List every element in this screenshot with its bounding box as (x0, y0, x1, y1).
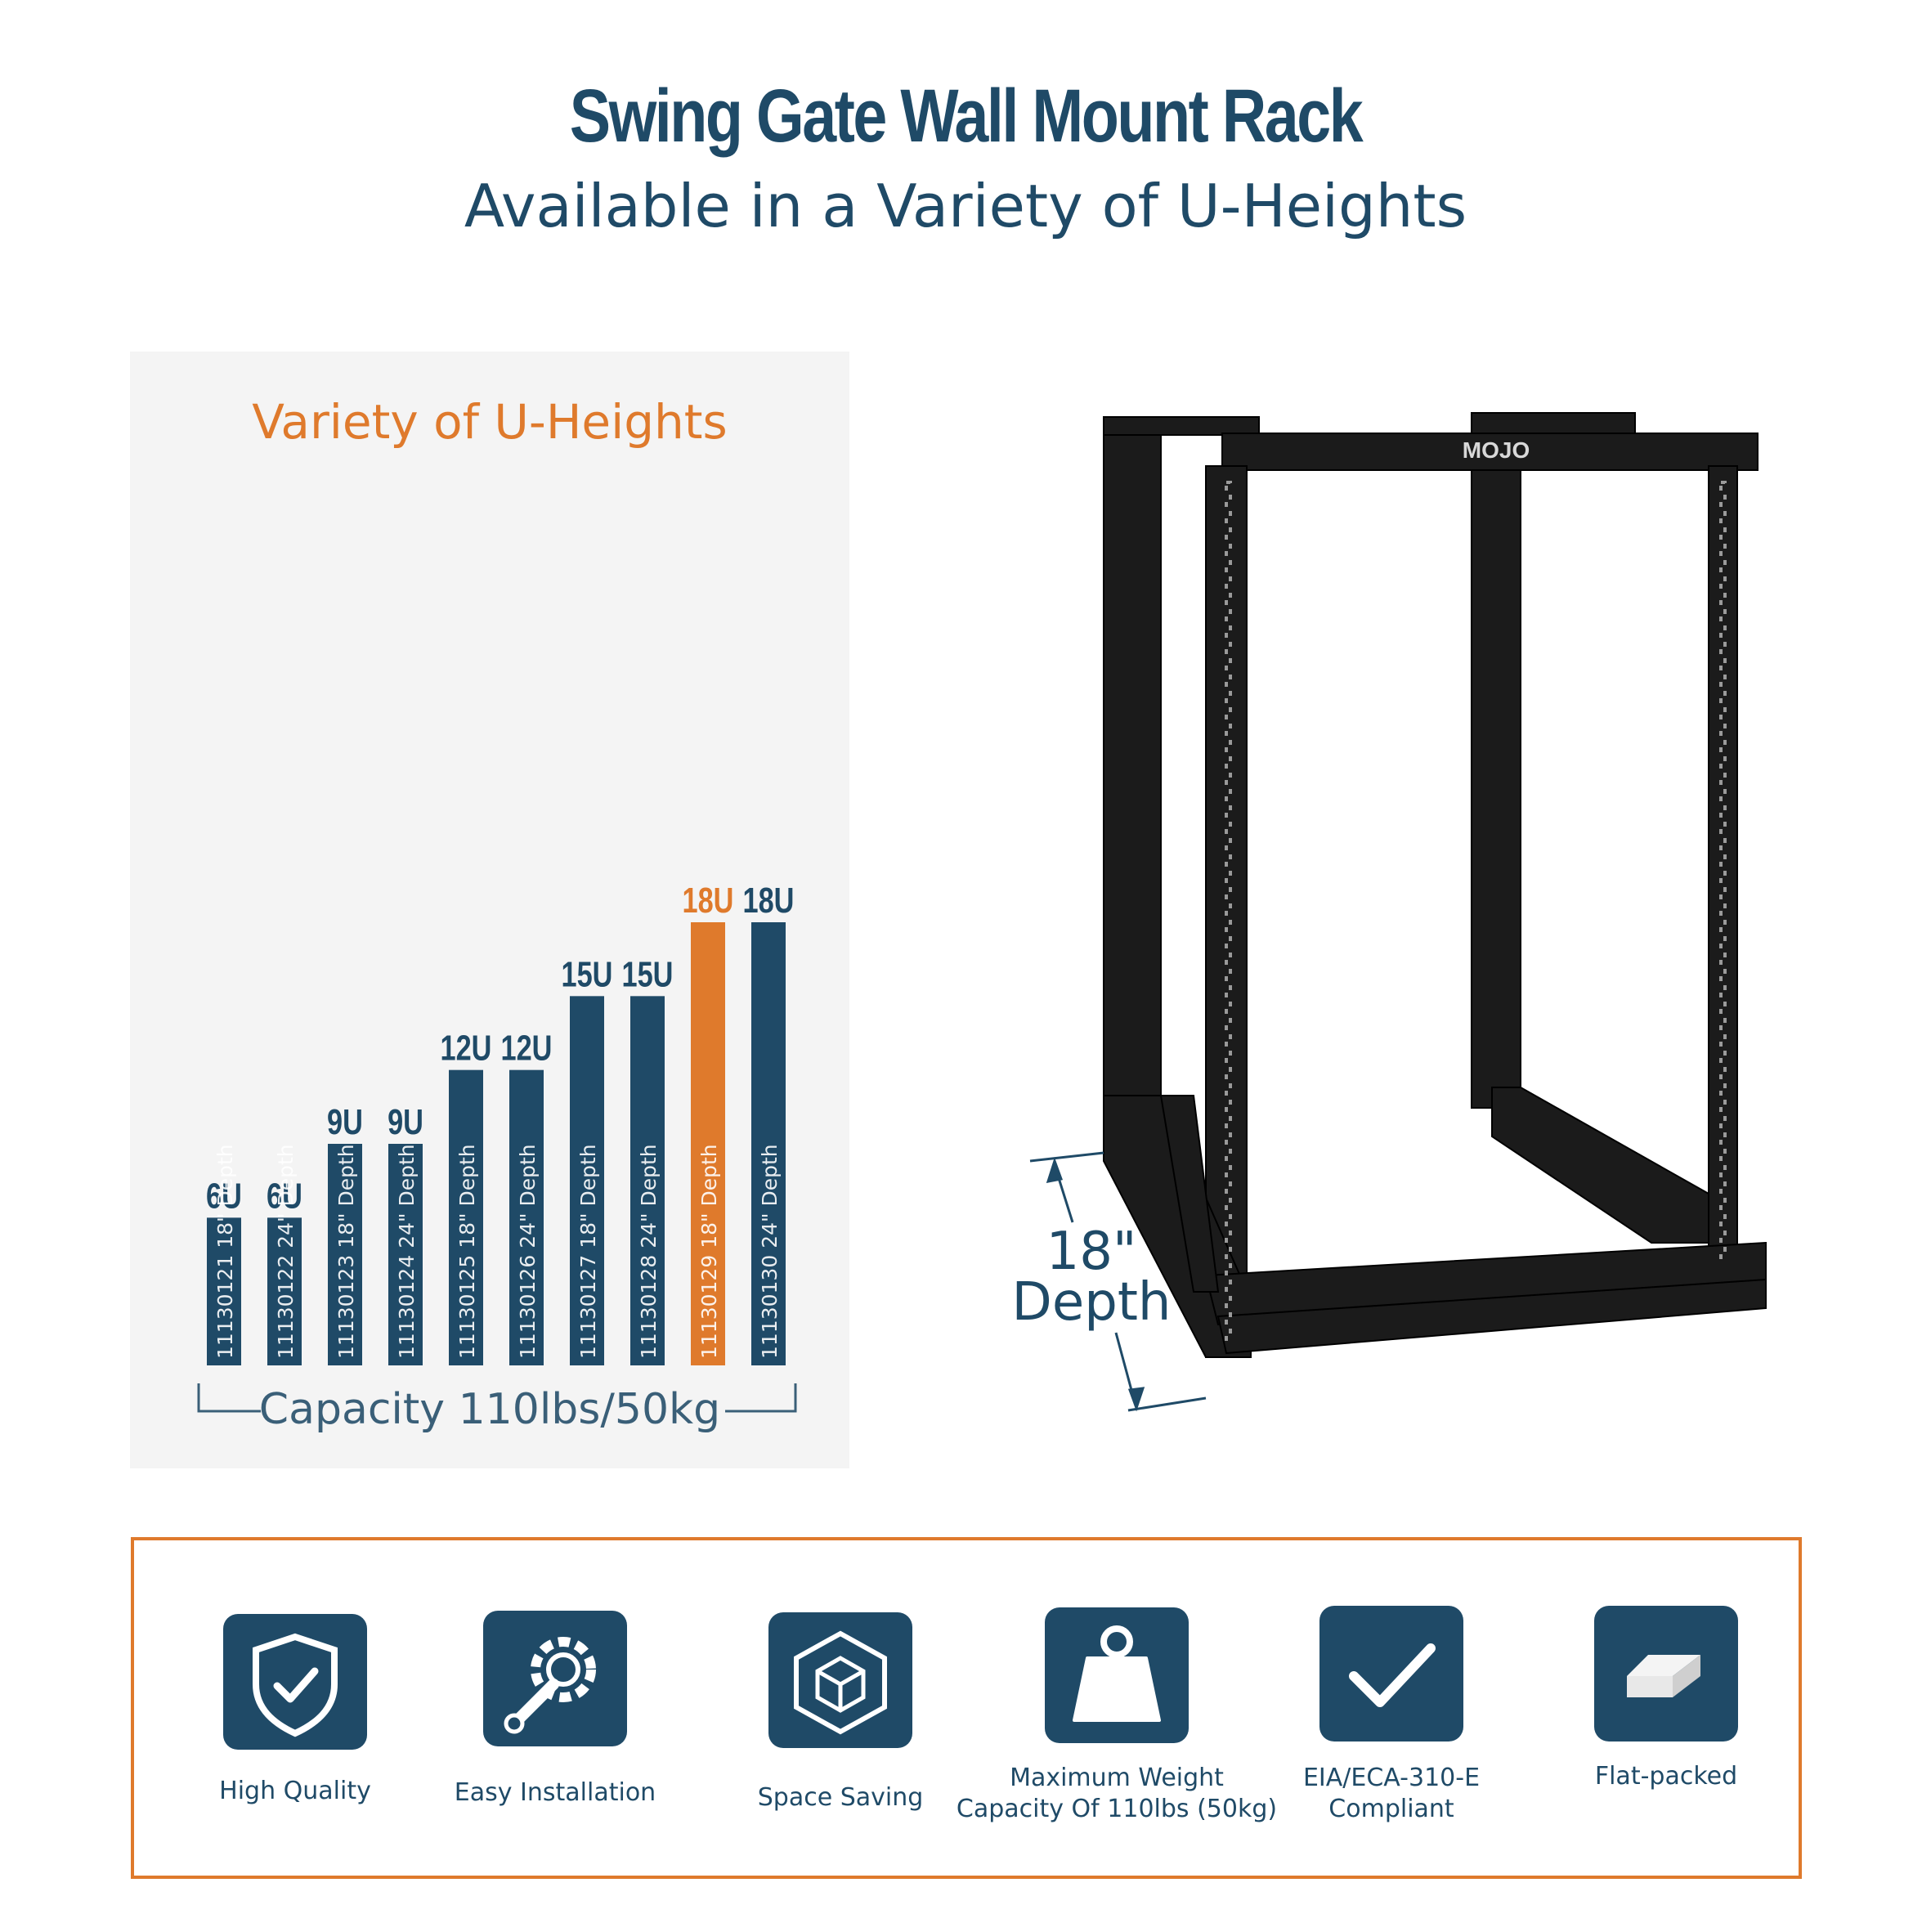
panel-title: Variety of U-Heights (252, 394, 728, 450)
bar-11130125 (449, 1069, 483, 1365)
rail-holes (1225, 481, 1727, 1343)
weight-icon (1045, 1607, 1189, 1743)
checkmark-icon (1319, 1606, 1463, 1741)
feature-label: Maximum Weight Capacity Of 110lbs (50kg) (956, 1764, 1278, 1823)
bar-value-label: 6U (206, 1176, 242, 1216)
brand-logo: MOJO (1463, 437, 1530, 463)
bar-value-label: 9U (388, 1102, 423, 1142)
bar-11130128 (630, 996, 665, 1365)
shield-check-icon (223, 1614, 367, 1750)
depth-value: 18" (1046, 1222, 1137, 1282)
rack-frame (1103, 412, 1767, 1358)
depth-annotation: 18" Depth (1001, 1222, 1181, 1333)
capacity-label: Capacity 110lbs/50kg (258, 1385, 721, 1434)
feature-label: EIA/ECA-310-E Compliant (1302, 1764, 1481, 1823)
bar-sku-label: 11130124 24" Depth (395, 1144, 419, 1359)
bar-11130130 (751, 922, 786, 1365)
bar-sku-label: 11130129 18" Depth (697, 1144, 721, 1359)
bar-sku-label: 11130127 18" Depth (576, 1144, 600, 1359)
flat-box-icon (1594, 1606, 1738, 1741)
bar-11130126 (509, 1069, 544, 1365)
bar-sku-label: 11130128 24" Depth (637, 1144, 661, 1359)
bar-11130122 (267, 1217, 302, 1365)
depth-label: Depth (1011, 1272, 1172, 1333)
features-box: High Quality Easy Installation Space Sav… (131, 1537, 1802, 1879)
u-heights-panel: Variety of U-Heights 6U 11130121 18" Dept… (130, 352, 849, 1468)
bar-sku-label: 11130126 24" Depth (516, 1144, 540, 1359)
bar-value-label: 12U (501, 1029, 553, 1069)
bar-11130127 (570, 996, 604, 1365)
feature-label: Space Saving (757, 1783, 924, 1812)
bar-value-label: 15U (622, 954, 674, 994)
bar-sku-label: 11130121 18" Depth (213, 1144, 237, 1359)
bar-sku-label: 11130123 18" Depth (334, 1144, 358, 1359)
bar-11130129 (691, 922, 725, 1365)
bar-value-label: 6U (267, 1176, 302, 1216)
bar-11130123 (328, 1144, 362, 1365)
feature-label: High Quality (219, 1777, 371, 1805)
rack-illustration: MOJO (1029, 412, 1767, 1412)
bar-11130121 (207, 1217, 241, 1365)
bar-value-label: 15U (562, 954, 613, 994)
bar-value-label: 9U (327, 1102, 363, 1142)
page-subtitle: Available in a Variety of U-Heights (464, 172, 1467, 240)
depth-arrows (1029, 1151, 1207, 1412)
capacity-bracket (197, 1383, 797, 1413)
bar-value-label: 18U (743, 881, 795, 921)
bar-11130124 (388, 1144, 423, 1365)
bar-sku-label: 11130130 24" Depth (758, 1144, 782, 1359)
gear-wrench-icon (483, 1611, 627, 1746)
bar-value-label: 18U (683, 881, 734, 921)
cube-icon (768, 1612, 912, 1748)
feature-label: Flat-packed (1594, 1762, 1738, 1791)
bar-value-label: 12U (441, 1029, 492, 1069)
bar-sku-label: 11130122 24" Depth (274, 1144, 298, 1359)
bar-sku-label: 11130125 18" Depth (455, 1144, 479, 1359)
feature-label: Easy Installation (454, 1778, 656, 1807)
page-title: Swing Gate Wall Mount Rack (569, 74, 1364, 158)
